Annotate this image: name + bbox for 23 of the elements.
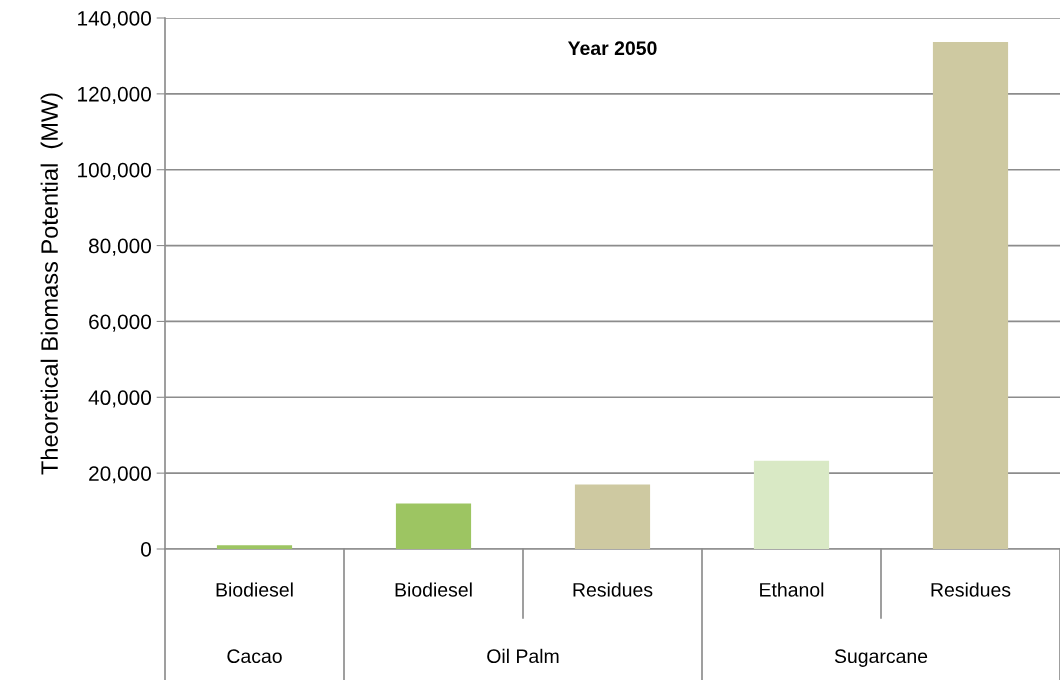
y-tick-label: 120,000 — [78, 86, 151, 105]
bar — [574, 484, 651, 549]
x-tick-label: Ethanol — [760, 582, 824, 597]
bar — [216, 545, 293, 549]
text: Cacao — [227, 649, 282, 664]
bar — [395, 503, 472, 549]
y-tick-label: 40,000 — [88, 390, 151, 408]
text: Oil Palm — [487, 648, 559, 664]
bar — [932, 41, 1009, 549]
x-tick-label: Biodiesel — [395, 582, 472, 597]
y-tick-label: 60,000 — [89, 314, 151, 332]
x-tick-label: Residues — [931, 582, 1011, 597]
bar — [753, 460, 830, 549]
y-tick-label: 0 — [141, 542, 151, 557]
text: Year 2050 — [567, 41, 657, 56]
text: Sugarcane — [834, 649, 928, 667]
y-tick-label: 20,000 — [89, 466, 151, 484]
x-tick-label: Residues — [573, 582, 653, 597]
y-tick-label: 80,000 — [89, 238, 151, 256]
y-tick-label: 100,000 — [78, 162, 151, 180]
y-tick-label: 140,000 — [78, 11, 151, 29]
x-tick-label: Biodiesel — [216, 582, 293, 597]
y-axis-title: Theoretical Biomass Potential (MW) — [40, 93, 63, 475]
